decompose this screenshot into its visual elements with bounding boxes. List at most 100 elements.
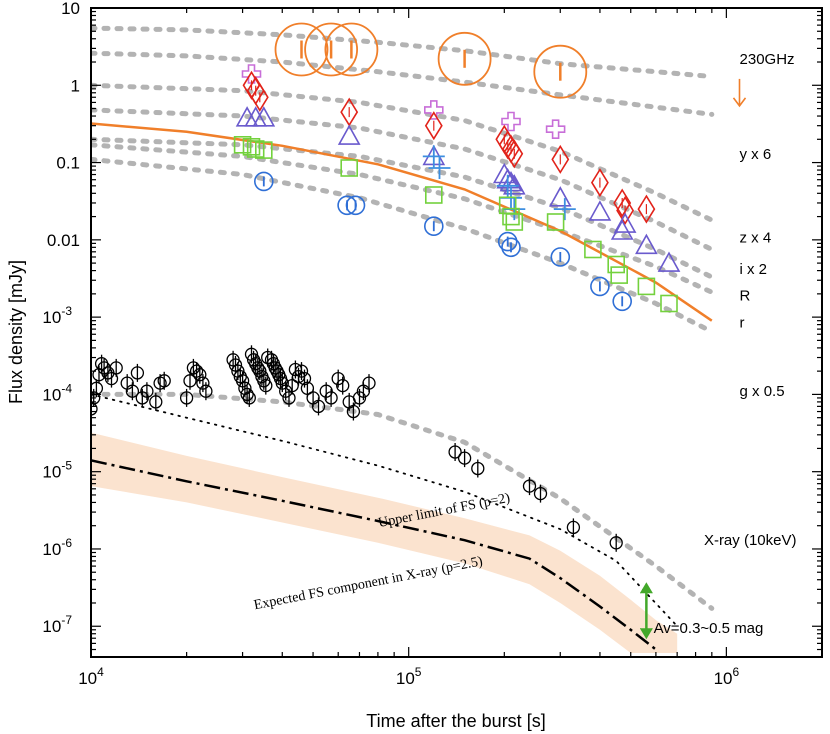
- data-point-diamond: [590, 168, 609, 198]
- data-point-circle: [345, 195, 366, 216]
- y-tick-label: 10-5: [42, 459, 72, 482]
- data-point-circle-line: [235, 371, 250, 390]
- data-point-circle-line: [331, 369, 345, 388]
- plot-frame: [90, 7, 823, 658]
- data-point-big-circle: [274, 22, 329, 77]
- y-tick-label: 10-6: [42, 536, 72, 559]
- data-point-cross: [501, 111, 521, 132]
- x-tick-label: 104: [78, 665, 104, 688]
- data-point-circle-line: [324, 388, 338, 407]
- data-point-circle-line: [297, 369, 312, 388]
- band-label: 230GHz: [740, 51, 795, 68]
- data-point-circle-line: [251, 358, 265, 377]
- data-point-circle-line: [362, 374, 376, 393]
- data-point-plus: [553, 198, 576, 221]
- model-curve: [91, 25, 715, 79]
- y-tick-label: 0.1: [56, 154, 80, 173]
- data-point-circle: [612, 291, 633, 312]
- data-point-square: [584, 240, 602, 259]
- data-point-circle-line: [140, 382, 154, 401]
- data-point-circle-line: [268, 358, 282, 377]
- plot-area: [91, 22, 747, 653]
- data-point-circle-line: [609, 533, 623, 552]
- data-point-triangle: [610, 219, 634, 240]
- model-curve: [91, 142, 715, 295]
- data-point-circle-line: [135, 388, 149, 407]
- data-point-circle: [590, 276, 610, 297]
- model-curve: [91, 82, 715, 223]
- model-curve: [91, 107, 715, 252]
- data-point-diamond: [505, 139, 524, 169]
- data-point-circle-line: [282, 388, 296, 407]
- data-point-square: [637, 277, 656, 296]
- band-label: r: [740, 315, 745, 332]
- data-point-circle-line: [183, 371, 197, 390]
- data-point-circle-line: [319, 382, 333, 401]
- data-point-circle-line: [275, 374, 289, 393]
- expected-fs-curve: [91, 459, 657, 651]
- data-point-circle-line: [300, 379, 315, 398]
- data-point-big-circle: [304, 22, 359, 77]
- data-point-square: [233, 136, 252, 154]
- data-point-circle-line: [352, 388, 367, 407]
- data-point-circle: [423, 216, 444, 236]
- model-curve: [91, 391, 715, 611]
- data-point-circle-line: [196, 374, 210, 393]
- data-point-square: [610, 266, 629, 284]
- band-label: g x 0.5: [740, 383, 785, 400]
- data-point-circle-line: [259, 376, 273, 395]
- band-label: X-ray (10keV): [704, 532, 797, 549]
- y-tick-label: 10-4: [42, 381, 72, 404]
- data-point-circle-line: [336, 376, 350, 395]
- data-point-triangle: [613, 212, 637, 233]
- data-point-circle-line: [240, 385, 254, 404]
- axes: 104 105 106 10 1 0.1 0.01 10-3 10-4 10-5 10-6 10-7: [42, 0, 823, 688]
- y-tick-label: 10-7: [42, 613, 72, 636]
- model-curve: [91, 136, 715, 280]
- data-point-circle-line: [193, 365, 207, 384]
- data-point-circle-line: [199, 382, 213, 401]
- data-point-circle-line: [346, 402, 361, 421]
- data-point-square: [607, 255, 626, 274]
- data-point-circle: [550, 247, 571, 267]
- y-tick-label: 10-3: [42, 304, 72, 327]
- expected-fs-band: [91, 432, 678, 653]
- y-tick-label: 1: [71, 76, 80, 95]
- data-point-square: [546, 213, 565, 231]
- x-tick-label: 105: [396, 665, 422, 688]
- y-tick-label: 0.01: [47, 231, 80, 250]
- data-point-triangle: [588, 200, 612, 221]
- data-point-circle-line: [157, 371, 171, 390]
- data-point-square: [502, 207, 520, 226]
- data-point-square: [254, 141, 273, 159]
- upper-limit-fs-curve: [91, 393, 679, 628]
- band-label: z x 4: [740, 229, 772, 246]
- data-point-circle-line: [109, 358, 123, 377]
- data-point-circle-line: [91, 399, 98, 418]
- data-point-circle: [501, 237, 521, 258]
- x-tick-label: 106: [714, 665, 740, 688]
- data-point-square: [242, 138, 261, 156]
- data-point-triangle: [252, 106, 276, 127]
- data-point-triangle: [635, 233, 658, 255]
- data-point-circle-line: [471, 459, 485, 478]
- data-point-circle-line: [522, 477, 537, 496]
- data-point-circle-line: [294, 362, 309, 381]
- data-point-circle-line: [130, 363, 145, 382]
- data-point-circle-line: [311, 397, 326, 416]
- y-axis-title: Flux density [mJy]: [6, 260, 26, 404]
- data-point-diamond: [250, 82, 269, 112]
- data-point-square: [505, 213, 524, 231]
- data-point-circle-line: [448, 443, 462, 461]
- curve-annotation: Expected FS component in X-ray (p=2.5): [253, 554, 485, 613]
- data-point-triangle: [548, 186, 572, 207]
- data-point-circle-line: [566, 518, 581, 537]
- data-point-diamond: [424, 111, 443, 141]
- data-point-diamond: [551, 144, 570, 174]
- data-point-triangle: [337, 124, 361, 145]
- band-label: i x 2: [740, 261, 768, 278]
- data-point-circle-line: [179, 388, 194, 407]
- data-point-circle-line: [533, 484, 548, 503]
- model-curve: [91, 50, 715, 117]
